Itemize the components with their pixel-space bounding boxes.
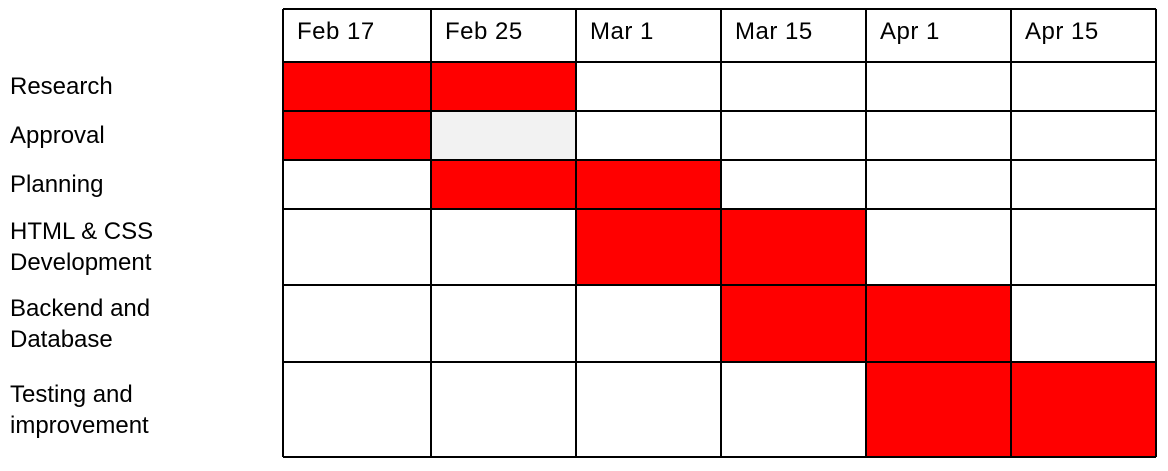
column-header-label: Apr 1 [880,18,940,45]
column-header-label: Mar 15 [735,18,813,45]
column-header-label: Feb 25 [445,18,523,45]
column-header-label: Feb 17 [297,18,375,45]
task-pending-bar [431,111,576,160]
column-header-label: Apr 15 [1025,18,1099,45]
task-bar [283,62,576,111]
column-header-label: Mar 1 [590,18,654,45]
task-label: Planning [10,171,104,198]
task-bar [283,111,431,160]
task-label: Research [10,73,113,100]
task-label: Backend and Database [10,294,151,353]
task-label: Testing and improvement [10,380,149,439]
task-label: HTML & CSS Development [10,218,154,276]
task-label: Approval [10,122,105,149]
